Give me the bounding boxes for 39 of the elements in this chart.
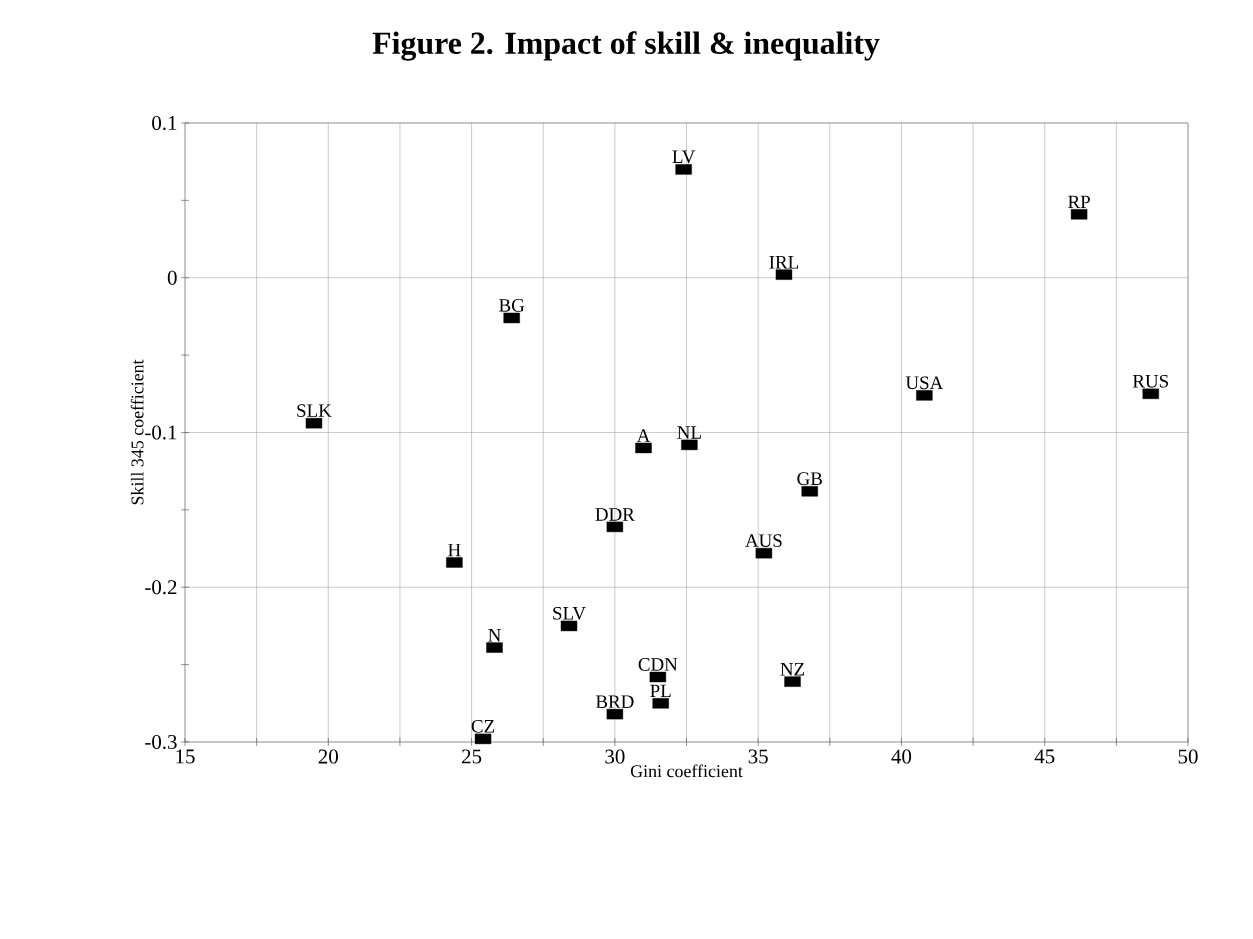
annotation: BRD bbox=[595, 695, 634, 708]
x-tick-label: 40 bbox=[891, 749, 912, 764]
annotation: CZ bbox=[471, 719, 495, 733]
x-tick-label: 15 bbox=[176, 749, 195, 764]
annotation: AUS bbox=[745, 534, 782, 547]
chart-title: Figure 2. Impact of skill & inequality bbox=[372, 31, 880, 61]
annotation: RUS bbox=[1132, 374, 1168, 388]
annotation: SLV bbox=[553, 606, 586, 620]
x-tick-label: 30 bbox=[605, 749, 625, 764]
y-tick-label: -0.2 bbox=[145, 580, 177, 595]
annotation: SLK bbox=[297, 404, 332, 417]
annotation: NZ bbox=[780, 663, 805, 676]
point bbox=[681, 439, 698, 451]
y-tick-label: 0 bbox=[167, 270, 177, 285]
x-tick-label: 35 bbox=[748, 749, 768, 764]
x-tick-label: 25 bbox=[462, 749, 482, 764]
annotation: GB bbox=[797, 472, 822, 486]
annotation: A bbox=[636, 429, 651, 442]
x-tick-label: 50 bbox=[1178, 749, 1198, 764]
y-tick-label: -0.3 bbox=[145, 734, 177, 750]
annotation: NL bbox=[677, 426, 701, 439]
annotation: H bbox=[448, 543, 461, 557]
annotation: N bbox=[488, 629, 501, 642]
point bbox=[635, 442, 652, 454]
y-tick-label: 0.1 bbox=[152, 115, 177, 131]
annotation: BG bbox=[499, 299, 525, 312]
annotation: USA bbox=[905, 376, 944, 390]
point bbox=[503, 312, 520, 324]
x-tick-label: 20 bbox=[318, 749, 338, 764]
annotation: CDN bbox=[638, 658, 678, 671]
annotation: IRL bbox=[769, 256, 799, 269]
x-tick-label: 45 bbox=[1034, 749, 1055, 764]
y-tick-label: -0.1 bbox=[145, 425, 177, 440]
annotation: RP bbox=[1068, 195, 1090, 209]
annotation: PL bbox=[650, 684, 671, 698]
y-axis-title: Skill 345 coefficient bbox=[130, 359, 144, 505]
annotation: LV bbox=[672, 150, 696, 164]
x-axis-title: Gini coefficient bbox=[630, 764, 743, 778]
annotation: DDR bbox=[595, 508, 635, 521]
